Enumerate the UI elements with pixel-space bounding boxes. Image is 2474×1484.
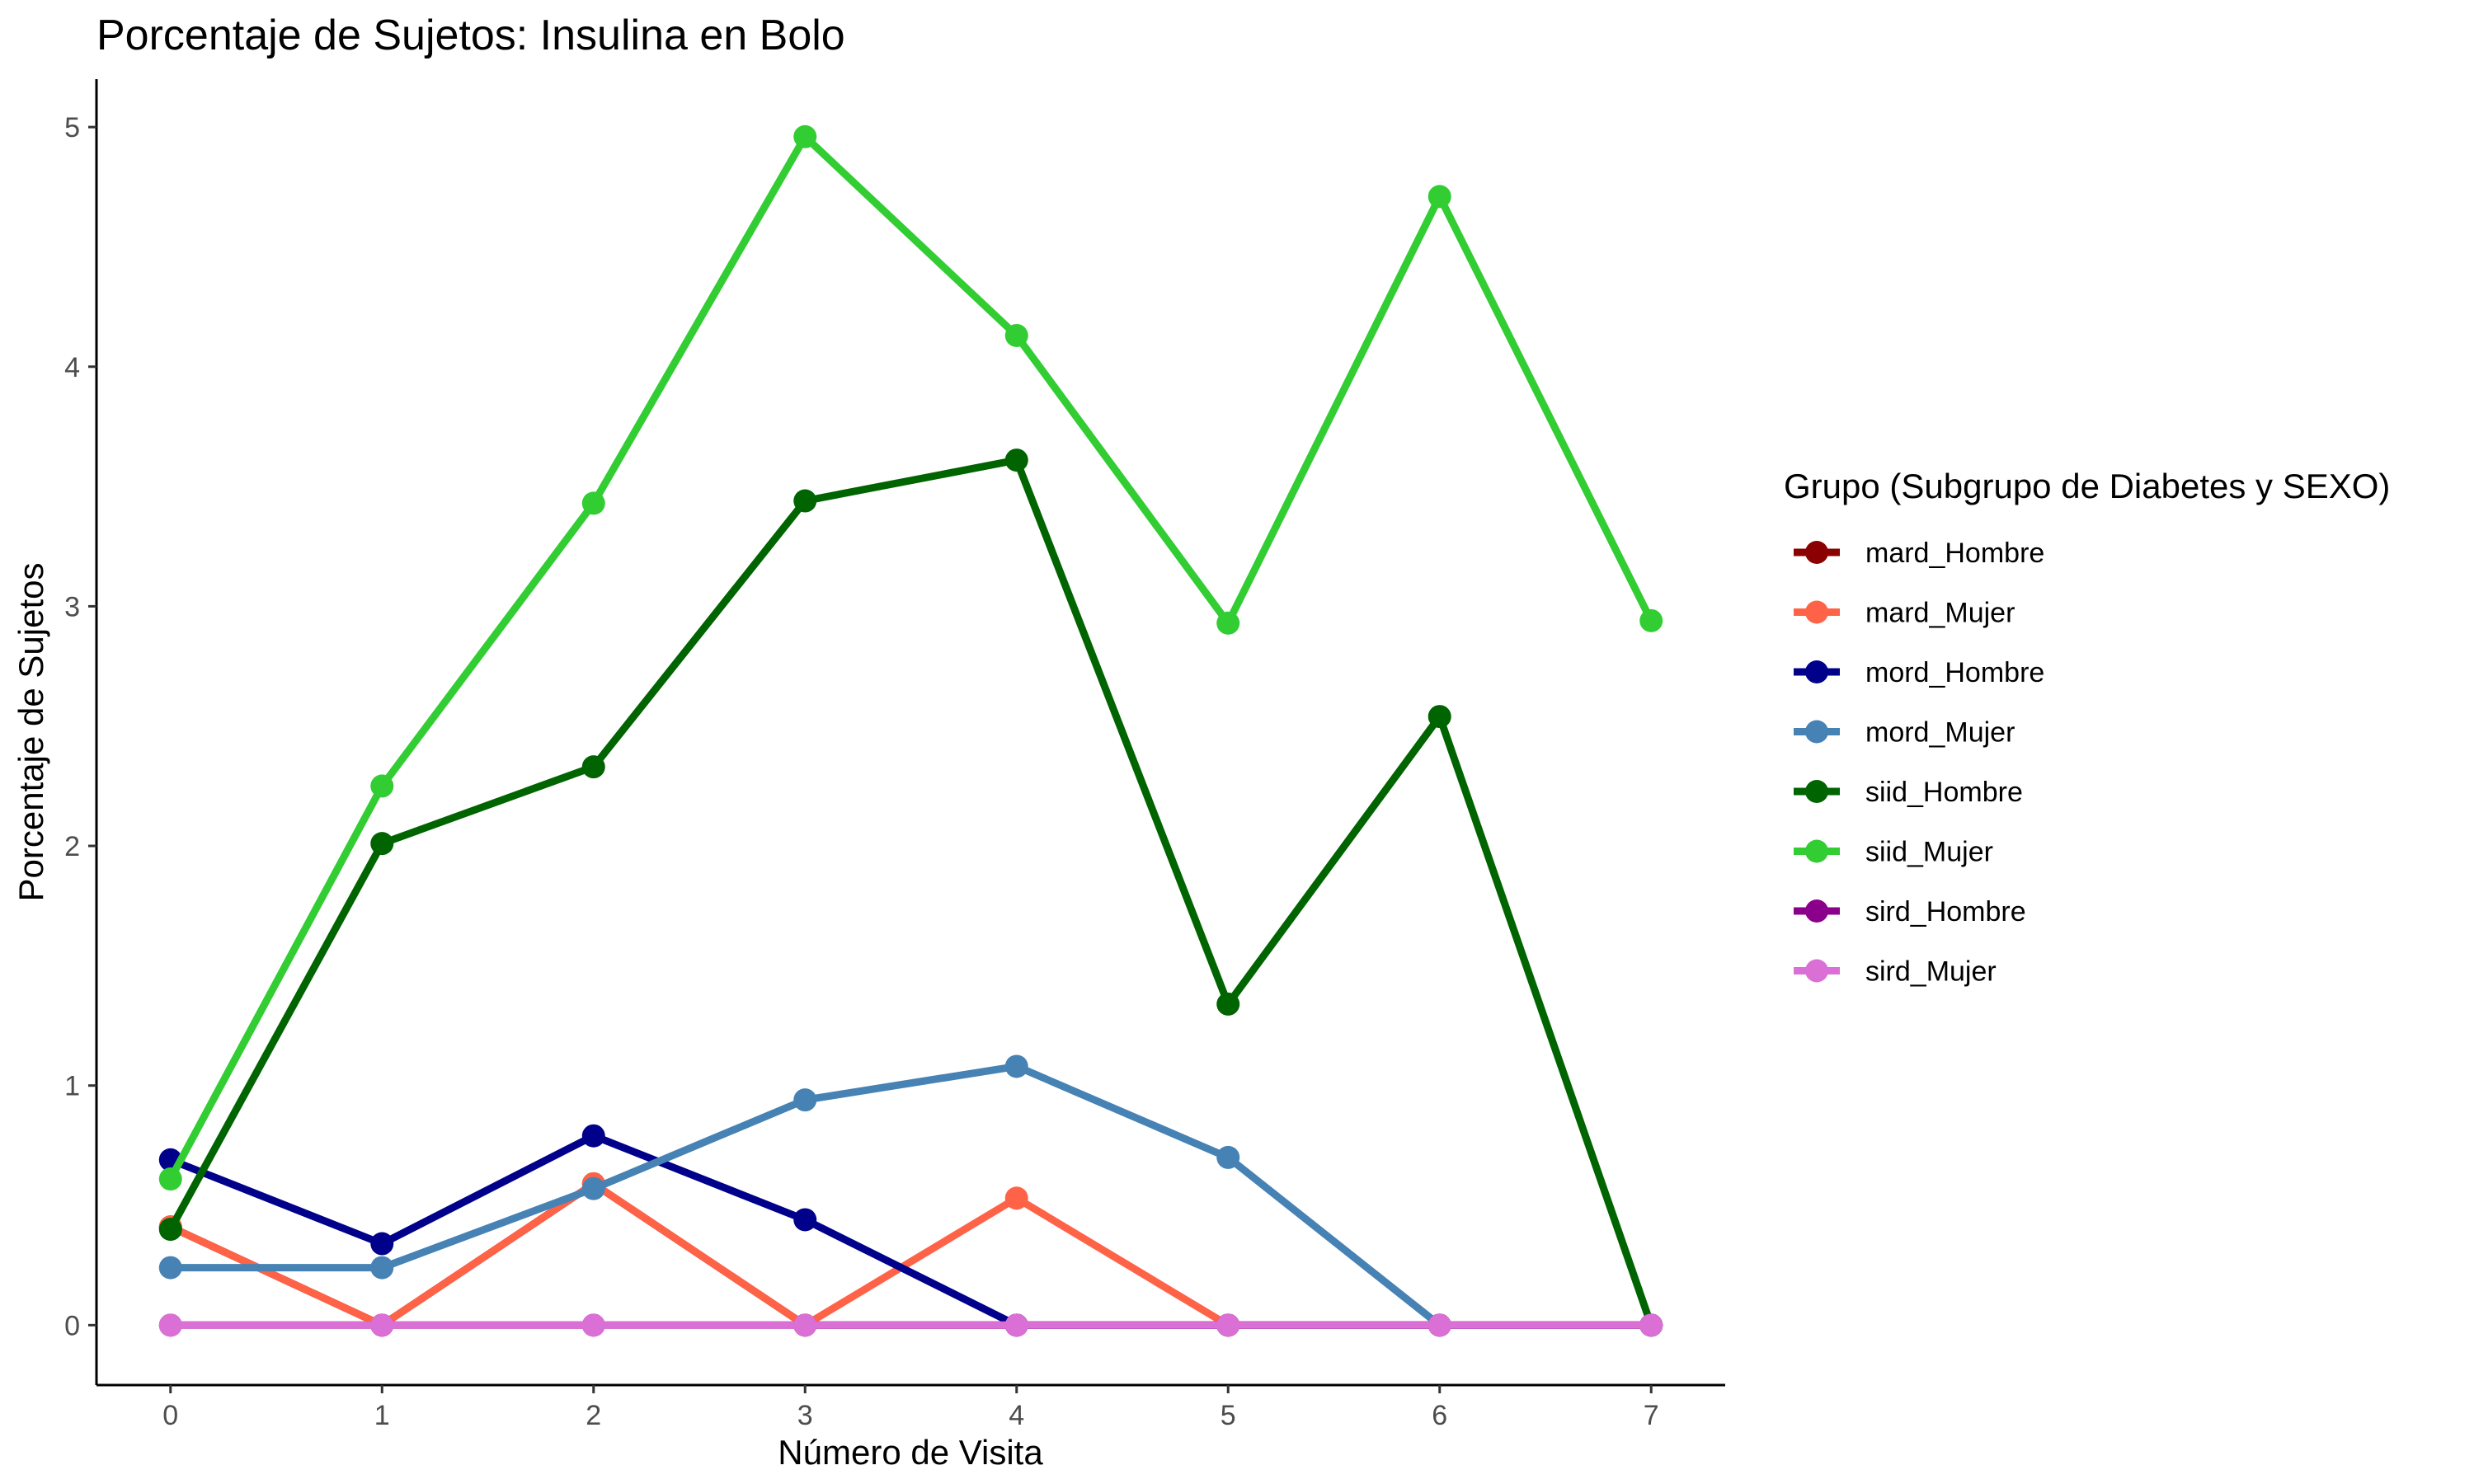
data-point — [581, 755, 605, 779]
data-point — [1004, 323, 1028, 347]
x-tick-label: 5 — [1221, 1400, 1236, 1431]
y-tick-label: 4 — [64, 352, 80, 383]
series-siid_Mujer — [158, 124, 1663, 1191]
data-point — [158, 1218, 182, 1242]
legend-marker — [1805, 720, 1828, 744]
x-axis-ticks: 0 1 2 3 4 5 6 7 — [162, 1385, 1659, 1431]
series-sird_Mujer — [158, 1313, 1663, 1337]
series-layer — [158, 124, 1663, 1337]
x-tick-label: 1 — [374, 1400, 390, 1431]
legend-item: mord_Mujer — [1794, 717, 2015, 749]
legend-label: mord_Hombre — [1865, 657, 2044, 688]
data-point — [1004, 448, 1028, 472]
data-point — [1216, 1145, 1240, 1169]
y-tick-label: 3 — [64, 591, 80, 622]
legend-marker — [1805, 660, 1828, 683]
series-siid_Hombre — [158, 448, 1663, 1337]
legend-item: siid_Mujer — [1794, 837, 1993, 868]
y-tick-label: 0 — [64, 1310, 80, 1341]
x-tick-label: 4 — [1009, 1400, 1024, 1431]
legend-marker — [1805, 541, 1828, 564]
legend-label: sird_Hombre — [1865, 896, 2026, 928]
y-axis-title: Porcentaje de Sujetos — [12, 563, 50, 902]
y-axis-ticks: 0 1 2 3 4 5 — [64, 112, 96, 1341]
legend-marker — [1805, 839, 1828, 863]
legend-item: mard_Mujer — [1794, 598, 2015, 629]
data-point — [581, 1176, 605, 1200]
legend-item: mard_Hombre — [1794, 538, 2044, 569]
legend-item: sird_Mujer — [1794, 956, 1997, 988]
legend-items: mard_Hombre mard_Mujer mord_Hombre mord_Muj… — [1794, 538, 2044, 988]
data-point — [1639, 1313, 1663, 1337]
data-point — [158, 1313, 182, 1337]
y-tick-label: 5 — [64, 112, 80, 143]
data-point — [1427, 185, 1451, 209]
series-line — [167, 1180, 1655, 1329]
series-line — [167, 1180, 1655, 1329]
data-point — [793, 1088, 817, 1112]
legend-item: siid_Hombre — [1794, 777, 2023, 808]
legend-label: mard_Mujer — [1865, 598, 2015, 629]
data-point — [1216, 611, 1240, 635]
legend-marker — [1805, 600, 1828, 624]
data-point — [581, 1124, 605, 1148]
data-point — [1004, 1313, 1028, 1337]
legend-label: sird_Mujer — [1865, 956, 1997, 988]
x-tick-label: 0 — [162, 1400, 178, 1431]
x-tick-label: 7 — [1644, 1400, 1659, 1431]
x-tick-label: 3 — [797, 1400, 813, 1431]
legend-label: mard_Hombre — [1865, 538, 2044, 569]
x-tick-label: 6 — [1432, 1400, 1447, 1431]
data-point — [158, 1167, 182, 1191]
x-axis-title: Número de Visita — [778, 1433, 1043, 1472]
series-line — [167, 456, 1655, 1329]
series-mord_Hombre — [158, 1124, 1663, 1337]
data-point — [793, 1208, 817, 1232]
data-point — [793, 489, 817, 513]
data-point — [1639, 608, 1663, 632]
legend-item: sird_Hombre — [1794, 896, 2026, 928]
series-line — [167, 133, 1655, 1183]
legend-item: mord_Hombre — [1794, 657, 2044, 688]
data-point — [1427, 705, 1451, 729]
legend: Grupo (Subgrupo de Diabetes y SEXO) mard… — [1784, 467, 2390, 988]
data-point — [158, 1256, 182, 1280]
data-point — [370, 1313, 394, 1337]
data-point — [370, 774, 394, 798]
data-point — [793, 124, 817, 148]
data-point — [581, 491, 605, 515]
data-point — [1427, 1313, 1451, 1337]
legend-label: mord_Mujer — [1865, 717, 2015, 749]
plot-area: 0 1 2 3 4 5 0 1 2 3 4 5 6 7 — [64, 79, 1725, 1431]
data-point — [793, 1313, 817, 1337]
legend-marker — [1805, 899, 1828, 923]
series-line — [167, 1062, 1655, 1329]
legend-title: Grupo (Subgrupo de Diabetes y SEXO) — [1784, 467, 2390, 505]
legend-label: siid_Hombre — [1865, 777, 2023, 808]
data-point — [370, 1232, 394, 1256]
data-point — [1216, 1313, 1240, 1337]
data-point — [370, 832, 394, 856]
data-point — [1216, 992, 1240, 1016]
data-point — [370, 1256, 394, 1280]
data-point — [1004, 1186, 1028, 1210]
y-tick-label: 1 — [64, 1071, 80, 1102]
series-mord_Mujer — [158, 1054, 1663, 1337]
legend-label: siid_Mujer — [1865, 837, 1993, 868]
y-tick-label: 2 — [64, 831, 80, 862]
data-point — [581, 1313, 605, 1337]
legend-marker — [1805, 780, 1828, 803]
legend-marker — [1805, 959, 1828, 983]
series-line — [167, 1132, 1655, 1329]
data-point — [1004, 1054, 1028, 1078]
chart-title: Porcentaje de Sujetos: Insulina en Bolo — [96, 12, 845, 59]
x-tick-label: 2 — [586, 1400, 601, 1431]
